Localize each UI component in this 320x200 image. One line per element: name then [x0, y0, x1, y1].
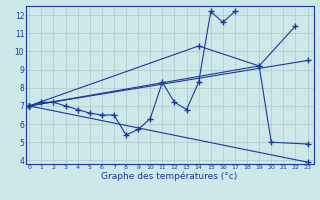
- X-axis label: Graphe des températures (°c): Graphe des températures (°c): [101, 172, 238, 181]
